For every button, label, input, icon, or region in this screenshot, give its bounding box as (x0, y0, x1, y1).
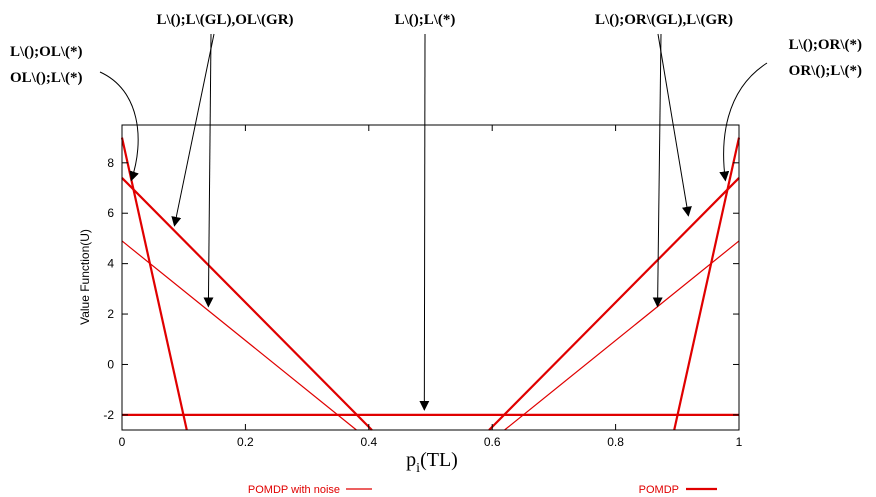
plot-lines (120, 137, 741, 431)
legend: POMDP with noise POMDP (248, 484, 717, 496)
x-axis-label-main: p (406, 449, 416, 471)
series-1-line-1 (121, 240, 357, 431)
annotation-3: L\();L\(*) (395, 12, 456, 411)
annotation-label: OL\();L\(*) (10, 70, 83, 86)
series-1 (121, 240, 740, 431)
annotation-label: L\();OR\(GL),L\(GR) (595, 12, 733, 28)
axes: 0 0.2 0.4 0.6 0.8 1 -2 0 2 4 6 8 (103, 125, 743, 449)
annotation-label: L\();L\(GL),OL\(GR) (156, 12, 293, 28)
x-tick-label: 0.2 (237, 435, 254, 449)
x-axis-label-tail: (TL) (420, 449, 458, 471)
x-tick-label: 0.4 (360, 435, 377, 449)
x-tick-label: 0.8 (607, 435, 624, 449)
plot-frame (121, 124, 740, 431)
annotation-4: L\();OR\(GL),L\(GR) (595, 12, 733, 308)
annotation-2: L\();L\(GL),OL\(GR) (156, 12, 294, 308)
series-2-line-2 (673, 137, 741, 431)
annotation-arrow (99, 71, 139, 182)
annotation-arrow (171, 33, 215, 227)
series-1-line-2 (504, 240, 740, 431)
y-tick-label: 8 (107, 156, 114, 170)
series-2-line-1 (120, 137, 188, 431)
series-2-line-4 (488, 177, 740, 431)
legend-label-2: POMDP (639, 484, 679, 496)
annotation-label: L\();L\(*) (395, 12, 456, 28)
y-tick-label: 4 (107, 257, 114, 271)
annotation-label: L\();OR\(*) (789, 37, 862, 53)
x-tick-label: 1 (736, 435, 743, 449)
annotation-label: OR\();L\(*) (789, 63, 862, 79)
legend-label-1: POMDP with noise (248, 484, 340, 496)
annotation-arrow (419, 33, 430, 411)
annotation-label: L\();OL\(*) (10, 44, 83, 60)
x-axis-label: pi(TL) (406, 449, 458, 476)
series-2 (120, 137, 741, 431)
y-tick-label: 6 (107, 206, 114, 220)
x-tick-label: 0.6 (484, 435, 501, 449)
series-2-line-3 (121, 177, 373, 431)
annotation-arrow (657, 33, 692, 217)
annotations: L\();OL\(*) OL\();L\(*) L\();L\(GL),OL\(GR… (10, 12, 862, 411)
annotation-5: L\();OR\(*) OR\();L\(*) (719, 37, 862, 182)
annotation-arrow (203, 33, 214, 308)
annotation-1: L\();OL\(*) OL\();L\(*) (10, 44, 139, 182)
x-axis-label-sub: i (416, 461, 420, 476)
x-tick-label: 0 (119, 435, 126, 449)
annotation-arrow (652, 33, 663, 308)
annotation-arrow (719, 62, 768, 182)
y-tick-label: -2 (103, 408, 114, 422)
y-tick-label: 0 (107, 357, 114, 371)
y-axis-label: Value Function(U) (78, 229, 92, 325)
y-tick-label: 2 (107, 307, 114, 321)
